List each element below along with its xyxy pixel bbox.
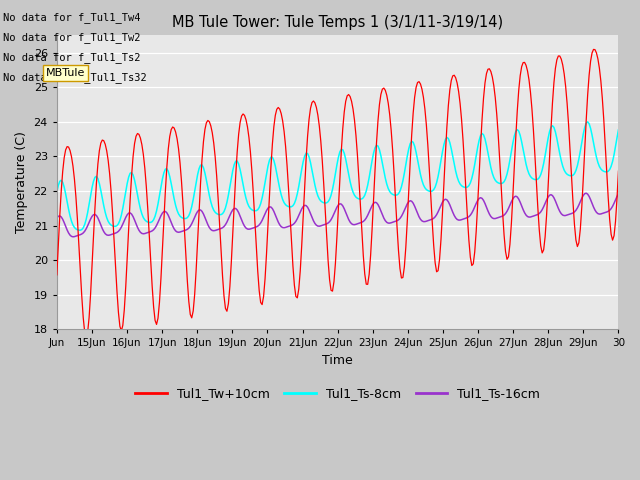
Legend: Tul1_Tw+10cm, Tul1_Ts-8cm, Tul1_Ts-16cm: Tul1_Tw+10cm, Tul1_Ts-8cm, Tul1_Ts-16cm: [131, 383, 545, 406]
Y-axis label: Temperature (C): Temperature (C): [15, 132, 28, 233]
Text: No data for f_Tul1_Ts32: No data for f_Tul1_Ts32: [3, 72, 147, 84]
Text: No data for f_Tul1_Tw2: No data for f_Tul1_Tw2: [3, 32, 141, 43]
Title: MB Tule Tower: Tule Temps 1 (3/1/11-3/19/14): MB Tule Tower: Tule Temps 1 (3/1/11-3/19…: [172, 15, 503, 30]
X-axis label: Time: Time: [323, 354, 353, 367]
Text: MBTule: MBTule: [46, 68, 86, 78]
Text: No data for f_Tul1_Ts2: No data for f_Tul1_Ts2: [3, 52, 141, 63]
Text: No data for f_Tul1_Tw4: No data for f_Tul1_Tw4: [3, 12, 141, 23]
